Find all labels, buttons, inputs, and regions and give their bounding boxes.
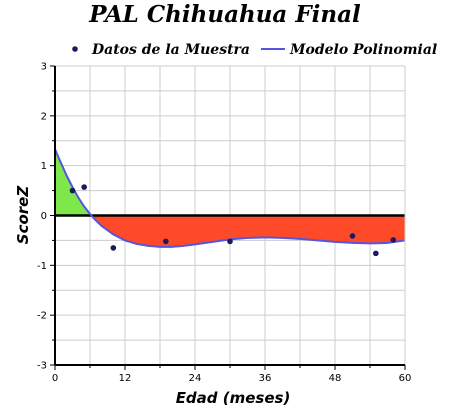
y-tick-label: 1 (41, 161, 47, 172)
legend: Datos de la Muestra Modelo Polinomial (72, 42, 437, 58)
y-tick-label: -2 (37, 311, 47, 322)
area-below-zero (91, 215, 405, 247)
data-point (163, 238, 169, 245)
chart-title: PAL Chihuahua Final (88, 1, 361, 28)
y-tick-label: 3 (41, 62, 47, 73)
legend-label-model: Modelo Polinomial (289, 42, 437, 58)
x-tick-label: 0 (52, 373, 58, 384)
data-point (69, 187, 76, 194)
data-point (110, 245, 117, 251)
data-point (373, 250, 379, 257)
x-axis-label: Edad (meses) (176, 389, 291, 407)
model-curve (54, 148, 406, 248)
data-point (349, 233, 356, 239)
x-tick-label: 48 (329, 373, 342, 384)
y-tick-label: -1 (37, 261, 47, 272)
data-point (390, 237, 397, 243)
legend-label-sample: Datos de la Muestra (91, 42, 250, 58)
x-tick-label: 36 (259, 373, 272, 384)
data-point (81, 184, 87, 190)
data-point (227, 238, 233, 245)
y-tick-label: 2 (41, 111, 47, 122)
area-above-zero (55, 149, 92, 216)
x-tick-label: 24 (189, 373, 202, 384)
y-tick-label: 0 (41, 211, 47, 222)
y-tick-label: -3 (37, 361, 47, 372)
x-tick-label: 60 (399, 373, 412, 384)
legend-marker-sample (72, 46, 78, 52)
x-tick-label: 12 (119, 373, 132, 384)
y-axis-label: ScoreZ (14, 185, 32, 245)
